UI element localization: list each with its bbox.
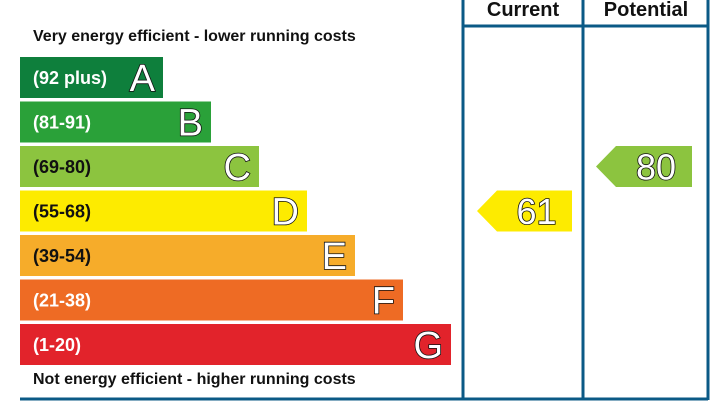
- band-range-label-c: (69-80): [33, 157, 91, 177]
- band-letter-c: C: [224, 147, 251, 189]
- band-bar-f: [20, 279, 403, 321]
- band-letter-a: A: [130, 58, 156, 100]
- band-letter-d: D: [272, 192, 299, 234]
- top-note: Very energy efficient - lower running co…: [33, 28, 356, 45]
- current-arrow: [477, 190, 572, 232]
- band-range-label-f: (21-38): [33, 291, 91, 311]
- band-range-label-g: (1-20): [33, 335, 81, 355]
- band-range-label-e: (39-54): [33, 246, 91, 266]
- band-letter-e: E: [322, 236, 347, 278]
- current-score: 61: [516, 191, 556, 232]
- band-letter-b: B: [178, 103, 203, 145]
- band-bar-e: [20, 235, 355, 276]
- band-letter-g: G: [413, 325, 443, 367]
- band-bar-d: [20, 190, 307, 232]
- band-bar-b: [20, 101, 211, 143]
- potential-score: 80: [636, 147, 676, 188]
- band-bar-c: [20, 146, 259, 187]
- band-bar-g: [20, 324, 451, 365]
- band-range-label-a: (92 plus): [33, 68, 107, 88]
- potential-column-header: Potential: [603, 0, 689, 21]
- current-column-header: Current: [486, 0, 560, 21]
- band-range-label-d: (55-68): [33, 202, 91, 222]
- band-letter-f: F: [372, 281, 395, 323]
- band-bar-a: [20, 57, 163, 98]
- bottom-note: Not energy efficient - higher running co…: [33, 371, 356, 388]
- potential-arrow: [596, 146, 692, 187]
- band-range-label-b: (81-91): [33, 113, 91, 133]
